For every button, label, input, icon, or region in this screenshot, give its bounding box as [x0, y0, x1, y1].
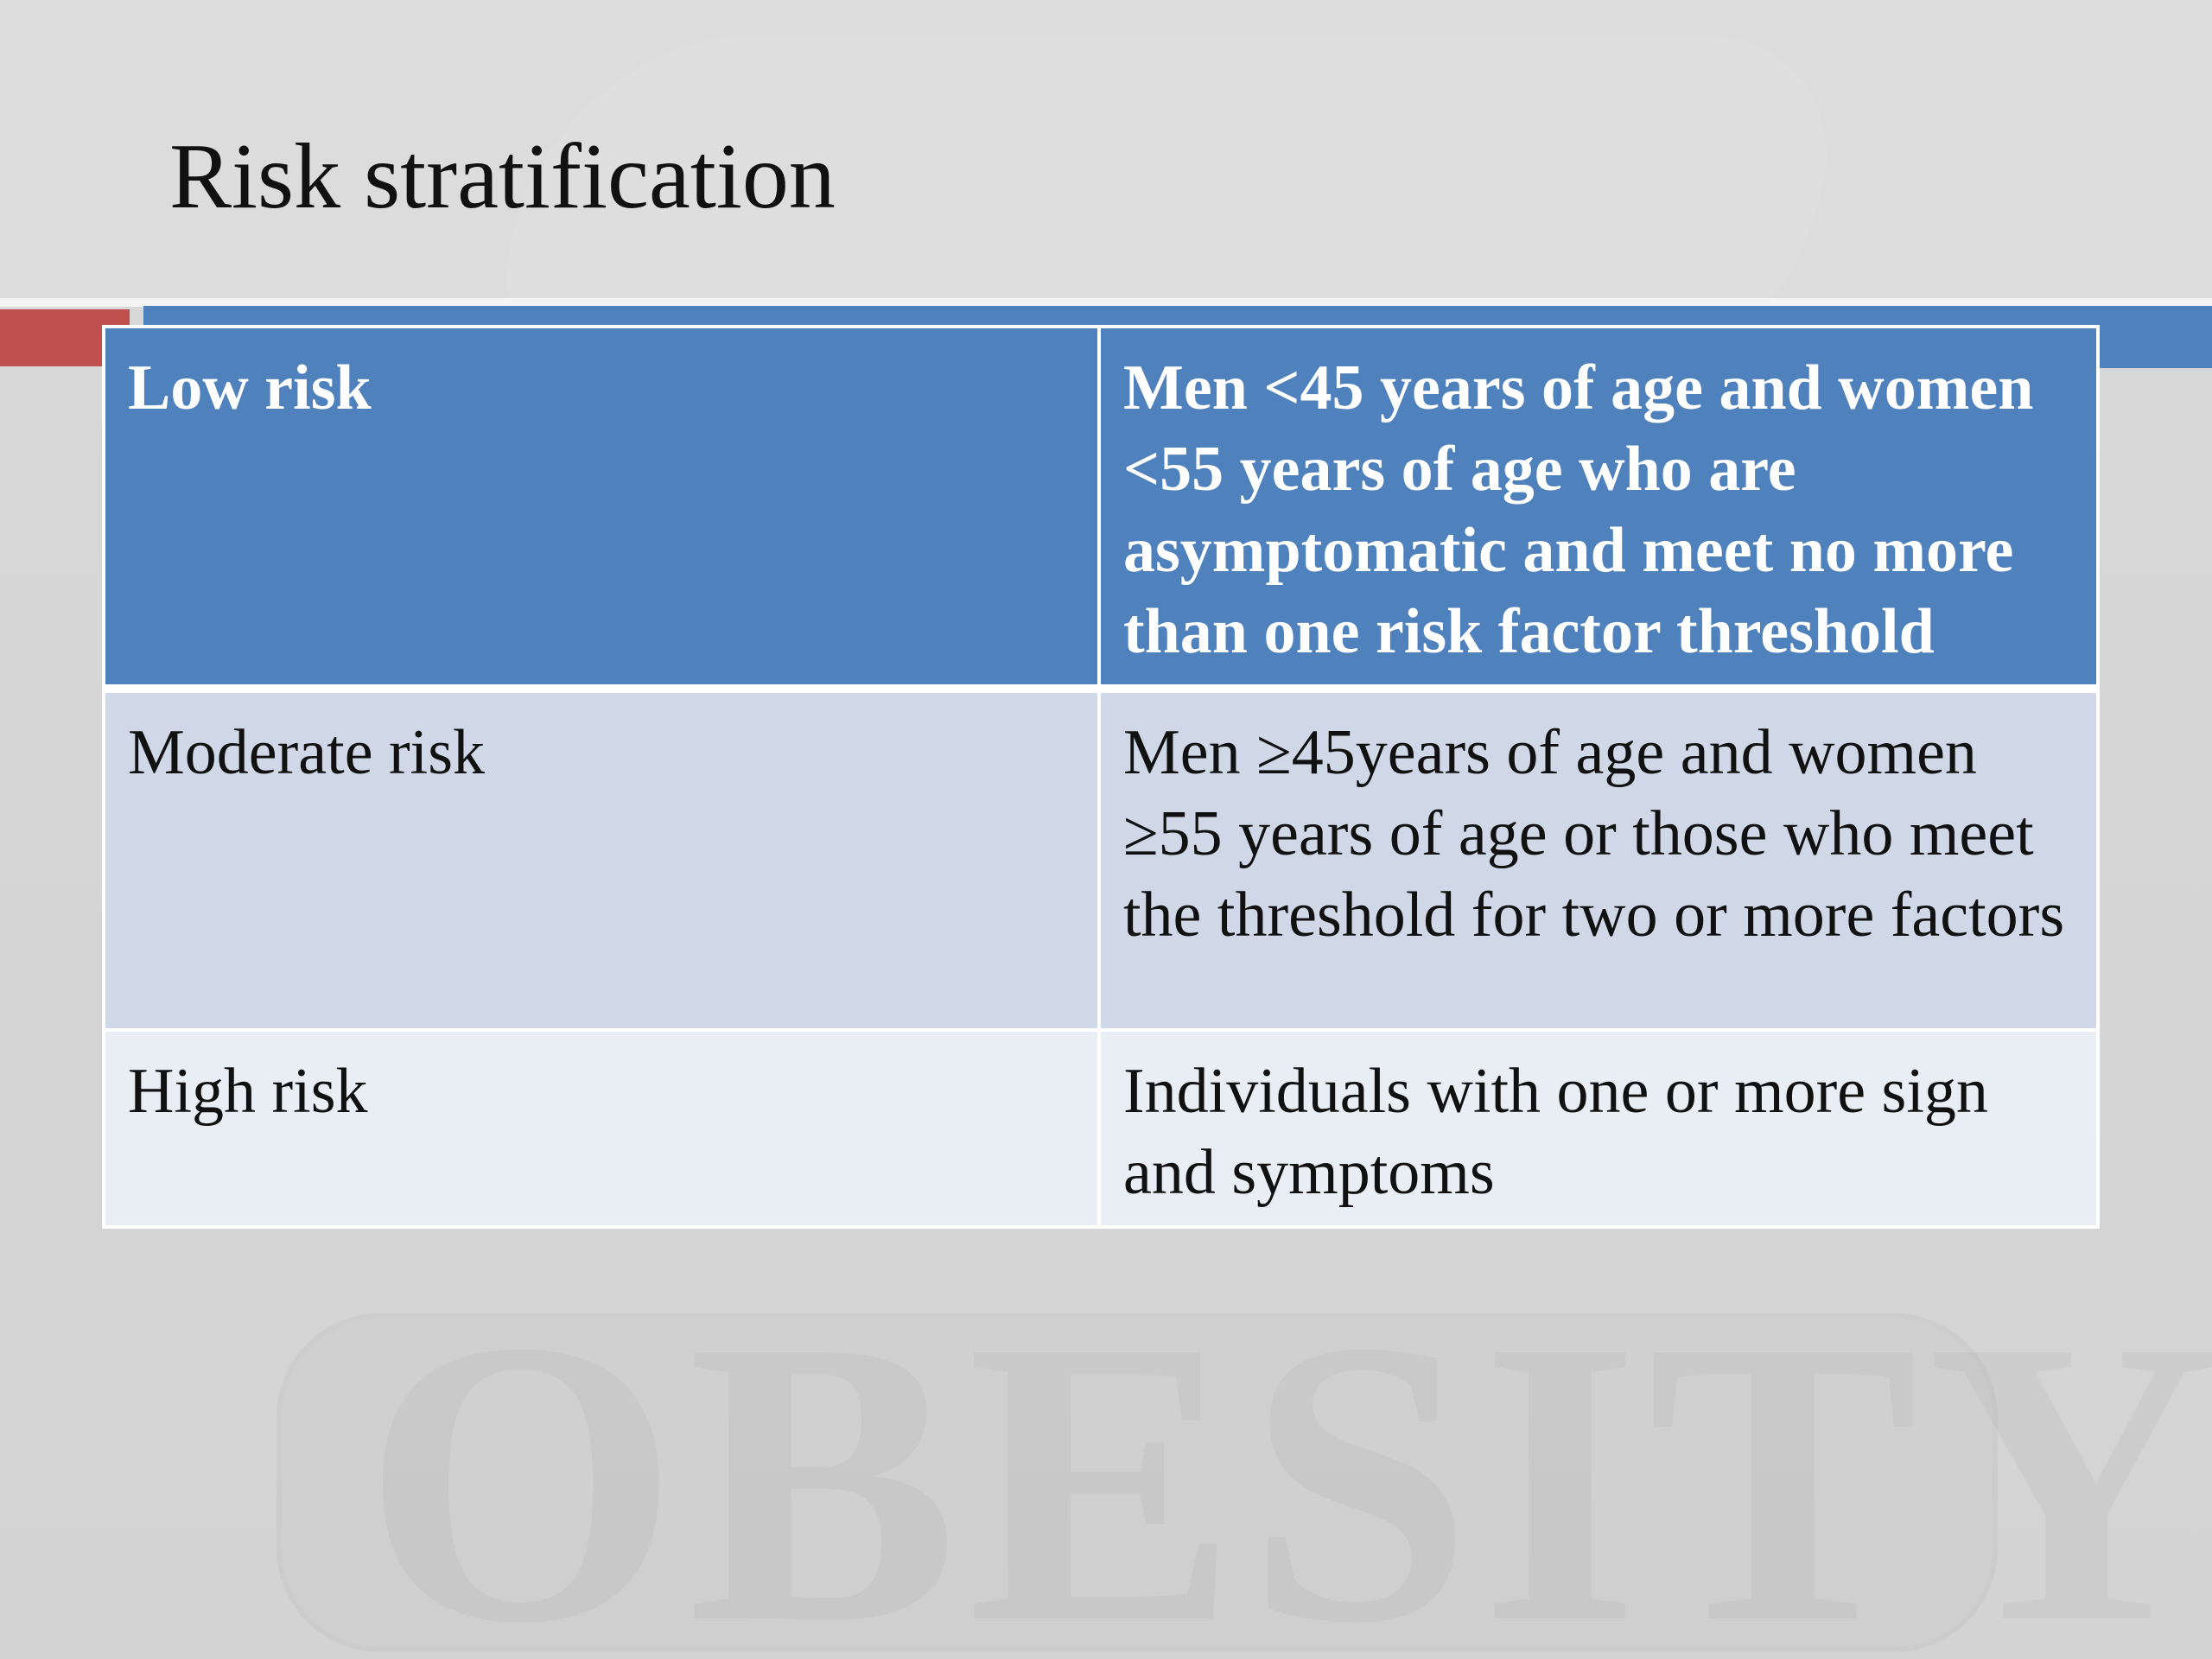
table-row-high-risk: High risk Individuals with one or more s… — [102, 1028, 2100, 1229]
table-row-moderate-risk: Moderate risk Men ≥45years of age and wo… — [102, 687, 2100, 1032]
slide-title: Risk stratification — [169, 125, 836, 228]
risk-description-cell: Men <45 years of age and women <55 years… — [1097, 325, 2100, 690]
risk-category-cell: Low risk — [102, 325, 1101, 690]
table-row-low-risk: Low risk Men <45 years of age and women … — [102, 325, 2100, 690]
risk-description-cell: Men ≥45years of age and women ≥55 years … — [1097, 687, 2100, 1032]
risk-category-cell: Moderate risk — [102, 687, 1101, 1032]
risk-description-cell: Individuals with one or more sign and sy… — [1097, 1028, 2100, 1229]
risk-table: Low risk Men <45 years of age and women … — [102, 325, 2100, 1229]
risk-category-cell: High risk — [102, 1028, 1101, 1229]
watermark-text: OBESITY — [363, 1279, 1918, 1659]
header-band — [0, 0, 2212, 298]
accent-divider — [0, 298, 2212, 307]
